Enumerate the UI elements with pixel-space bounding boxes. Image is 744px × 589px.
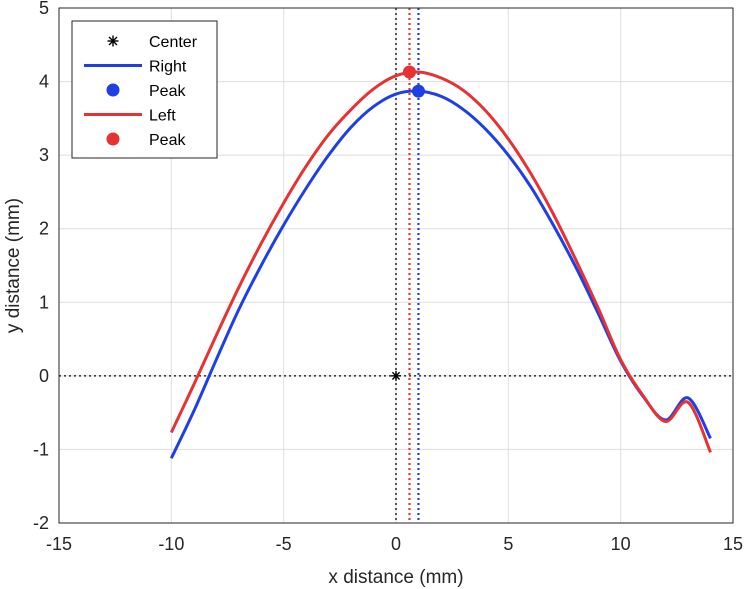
y-tick-label-5: 3 bbox=[39, 145, 49, 165]
plot-border bbox=[58, 7, 734, 524]
y-tick-label-6: 4 bbox=[39, 72, 49, 92]
y-tick-label-3: 1 bbox=[39, 292, 49, 312]
legend-symbol-dot bbox=[106, 83, 120, 97]
y-tick-label-4: 2 bbox=[39, 219, 49, 239]
markers bbox=[391, 65, 425, 381]
x-tick-label-5: 10 bbox=[611, 534, 631, 554]
series-line-left bbox=[169, 70, 712, 453]
legend-item-4: Peak bbox=[106, 132, 186, 149]
legend-box bbox=[71, 20, 218, 159]
y-axis-label: y distance (mm) bbox=[3, 198, 24, 333]
center-marker bbox=[391, 370, 401, 381]
legend-label: Right bbox=[149, 59, 187, 76]
legend-item-0: Center bbox=[107, 34, 198, 51]
x-tick-label-1: -10 bbox=[158, 534, 184, 554]
legend-symbol-asterisk bbox=[107, 35, 119, 47]
x-axis-label: x distance (mm) bbox=[328, 567, 463, 588]
peak-marker-left bbox=[402, 65, 416, 79]
grid bbox=[58, 7, 734, 524]
series-line-right bbox=[169, 89, 712, 459]
legend-label: Peak bbox=[149, 132, 186, 149]
legend-label: Peak bbox=[149, 83, 186, 100]
peak-marker-right bbox=[411, 84, 425, 98]
legend-label: Center bbox=[149, 34, 198, 51]
x-tick-label-4: 5 bbox=[503, 534, 513, 554]
legend-item-1: Right bbox=[84, 59, 187, 76]
y-tick-label-1: -1 bbox=[33, 439, 49, 459]
legend-item-3: Left bbox=[84, 108, 176, 125]
x-tick-label-2: -5 bbox=[276, 534, 292, 554]
y-tick-label-0: -2 bbox=[33, 513, 49, 533]
legend-symbol-dot bbox=[106, 132, 120, 146]
legend-label: Left bbox=[149, 108, 176, 125]
y-tick-label-2: 0 bbox=[39, 366, 49, 386]
x-tick-label-6: 15 bbox=[723, 534, 743, 554]
legend-item-2: Peak bbox=[106, 83, 186, 100]
x-tick-label-3: 0 bbox=[391, 534, 401, 554]
series bbox=[169, 70, 712, 459]
y-tick-label-7: 5 bbox=[39, 0, 49, 18]
legend: Center Right Peak Left Peak bbox=[71, 20, 218, 159]
x-tick-label-0: -15 bbox=[46, 534, 72, 554]
